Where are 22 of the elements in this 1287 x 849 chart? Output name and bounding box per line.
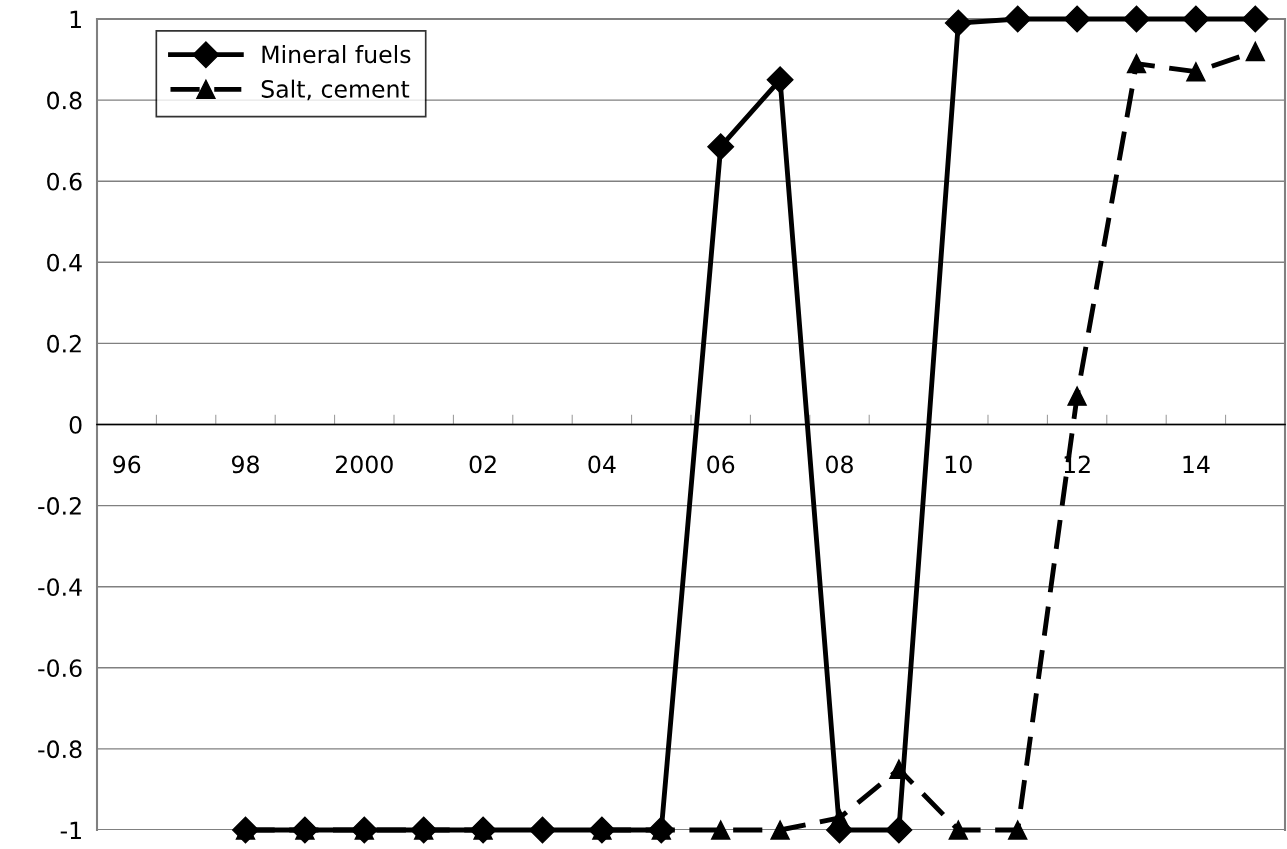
x-tick-label: 04	[588, 455, 616, 474]
x-tick-label: 98	[231, 455, 259, 474]
x-tick-label: 08	[826, 455, 853, 474]
y-tick-label: 0	[69, 415, 82, 434]
x-tick-label: 14	[1183, 455, 1210, 473]
x-tick-label: 10	[945, 455, 972, 474]
x-tick-label: 02	[469, 455, 496, 474]
y-tick-label: 0.6	[47, 172, 82, 191]
y-tick-label: 0.2	[47, 334, 81, 353]
y-tick-label: 0.8	[47, 91, 82, 110]
x-tick-label: 96	[113, 455, 141, 474]
y-tick-label: -0.2	[38, 497, 81, 515]
legend-label: Mineral fuels	[262, 44, 411, 64]
y-tick-label: -0.6	[38, 659, 82, 678]
y-tick-label: 1	[70, 10, 81, 28]
y-tick-label: 0.4	[47, 253, 82, 272]
y-tick-label: -1	[60, 821, 81, 839]
y-tick-label: -0.4	[38, 578, 82, 597]
x-tick-label: 2000	[335, 455, 393, 474]
x-tick-label: 06	[707, 455, 735, 474]
legend-label: Salt, cement	[261, 79, 410, 101]
y-tick-label: -0.8	[38, 740, 82, 759]
